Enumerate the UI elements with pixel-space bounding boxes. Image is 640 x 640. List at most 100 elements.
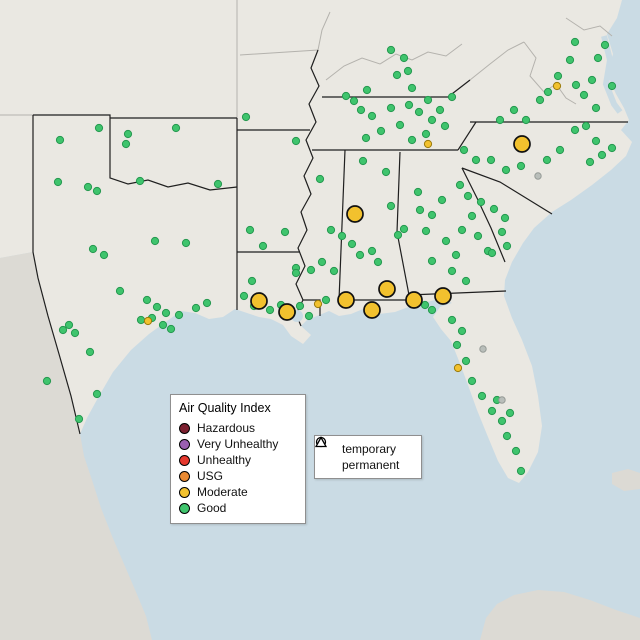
aqi-marker-good[interactable]: [171, 123, 181, 133]
aqi-marker-good[interactable]: [395, 120, 405, 130]
aqi-marker-good[interactable]: [535, 95, 545, 105]
aqi-marker-moderate_small[interactable]: [423, 139, 433, 149]
aqi-marker-no_data[interactable]: [498, 396, 506, 404]
aqi-marker-good[interactable]: [423, 95, 433, 105]
aqi-marker-good[interactable]: [347, 239, 357, 249]
aqi-marker-good[interactable]: [579, 90, 589, 100]
aqi-marker-good[interactable]: [367, 111, 377, 121]
aqi-marker-good[interactable]: [421, 226, 431, 236]
aqi-marker-good[interactable]: [53, 177, 63, 187]
aqi-marker-good[interactable]: [88, 244, 98, 254]
aqi-marker-good[interactable]: [150, 236, 160, 246]
aqi-marker-good[interactable]: [202, 298, 212, 308]
aqi-marker-good[interactable]: [495, 115, 505, 125]
aqi-marker-good[interactable]: [421, 129, 431, 139]
aqi-marker-good[interactable]: [497, 416, 507, 426]
aqi-marker-good[interactable]: [315, 174, 325, 184]
aqi-marker-good[interactable]: [337, 231, 347, 241]
aqi-marker-good[interactable]: [542, 155, 552, 165]
aqi-marker-good[interactable]: [386, 103, 396, 113]
aqi-marker-good[interactable]: [607, 143, 617, 153]
aqi-marker-good[interactable]: [321, 295, 331, 305]
aqi-marker-good[interactable]: [570, 125, 580, 135]
aqi-marker-good[interactable]: [471, 155, 481, 165]
aqi-marker-good[interactable]: [239, 291, 249, 301]
aqi-marker-good[interactable]: [58, 325, 68, 335]
aqi-marker-good[interactable]: [420, 300, 430, 310]
aqi-marker-good[interactable]: [341, 91, 351, 101]
aqi-marker-good[interactable]: [593, 53, 603, 63]
aqi-marker-moderate_large[interactable]: [363, 301, 381, 319]
aqi-marker-good[interactable]: [349, 96, 359, 106]
aqi-marker-good[interactable]: [502, 431, 512, 441]
aqi-marker-good[interactable]: [459, 145, 469, 155]
aqi-marker-good[interactable]: [355, 250, 365, 260]
aqi-marker-good[interactable]: [565, 55, 575, 65]
aqi-marker-good[interactable]: [373, 257, 383, 267]
aqi-marker-good[interactable]: [135, 176, 145, 186]
aqi-marker-good[interactable]: [161, 308, 171, 318]
aqi-marker-good[interactable]: [64, 320, 74, 330]
aqi-marker-good[interactable]: [306, 265, 316, 275]
aqi-marker-good[interactable]: [487, 248, 497, 258]
aqi-marker-good[interactable]: [358, 156, 368, 166]
aqi-marker-good[interactable]: [386, 45, 396, 55]
aqi-marker-good[interactable]: [555, 145, 565, 155]
aqi-marker-good[interactable]: [295, 301, 305, 311]
aqi-marker-good[interactable]: [414, 107, 424, 117]
aqi-marker-good[interactable]: [440, 121, 450, 131]
aqi-marker-good[interactable]: [505, 408, 515, 418]
aqi-marker-good[interactable]: [247, 276, 257, 286]
aqi-marker-good[interactable]: [467, 211, 477, 221]
aqi-marker-good[interactable]: [241, 112, 251, 122]
aqi-marker-moderate_small[interactable]: [313, 299, 323, 309]
aqi-marker-good[interactable]: [291, 268, 301, 278]
aqi-marker-good[interactable]: [121, 139, 131, 149]
aqi-marker-good[interactable]: [393, 230, 403, 240]
aqi-marker-good[interactable]: [115, 286, 125, 296]
aqi-marker-good[interactable]: [427, 256, 437, 266]
aqi-marker-good[interactable]: [304, 311, 314, 321]
aqi-marker-moderate_large[interactable]: [250, 292, 268, 310]
aqi-marker-no_data[interactable]: [534, 172, 542, 180]
aqi-marker-good[interactable]: [473, 231, 483, 241]
aqi-marker-good[interactable]: [403, 66, 413, 76]
aqi-marker-moderate_small[interactable]: [552, 81, 562, 91]
aqi-marker-good[interactable]: [413, 187, 423, 197]
aqi-marker-good[interactable]: [427, 115, 437, 125]
aqi-marker-good[interactable]: [500, 213, 510, 223]
aqi-marker-moderate_large[interactable]: [513, 135, 531, 153]
aqi-marker-good[interactable]: [356, 105, 366, 115]
aqi-marker-good[interactable]: [591, 103, 601, 113]
aqi-marker-good[interactable]: [501, 165, 511, 175]
aqi-marker-good[interactable]: [280, 227, 290, 237]
aqi-marker-good[interactable]: [386, 201, 396, 211]
aqi-marker-good[interactable]: [461, 356, 471, 366]
aqi-marker-good[interactable]: [92, 186, 102, 196]
aqi-marker-good[interactable]: [158, 320, 168, 330]
aqi-marker-good[interactable]: [213, 179, 223, 189]
aqi-marker-good[interactable]: [362, 85, 372, 95]
aqi-marker-good[interactable]: [191, 303, 201, 313]
aqi-marker-good[interactable]: [451, 250, 461, 260]
aqi-marker-good[interactable]: [487, 406, 497, 416]
aqi-marker-good[interactable]: [258, 241, 268, 251]
aqi-marker-good[interactable]: [516, 466, 526, 476]
aqi-marker-moderate_small[interactable]: [143, 316, 153, 326]
aqi-marker-good[interactable]: [553, 71, 563, 81]
aqi-marker-good[interactable]: [467, 376, 477, 386]
aqi-marker-good[interactable]: [245, 225, 255, 235]
aqi-marker-good[interactable]: [435, 105, 445, 115]
aqi-marker-good[interactable]: [367, 246, 377, 256]
aqi-marker-good[interactable]: [85, 347, 95, 357]
aqi-marker-good[interactable]: [407, 83, 417, 93]
aqi-marker-good[interactable]: [581, 121, 591, 131]
aqi-marker-good[interactable]: [570, 37, 580, 47]
aqi-marker-good[interactable]: [361, 133, 371, 143]
aqi-marker-good[interactable]: [600, 40, 610, 50]
aqi-marker-moderate_large[interactable]: [278, 303, 296, 321]
aqi-marker-good[interactable]: [521, 115, 531, 125]
aqi-marker-good[interactable]: [415, 205, 425, 215]
aqi-marker-good[interactable]: [447, 92, 457, 102]
aqi-marker-good[interactable]: [516, 161, 526, 171]
